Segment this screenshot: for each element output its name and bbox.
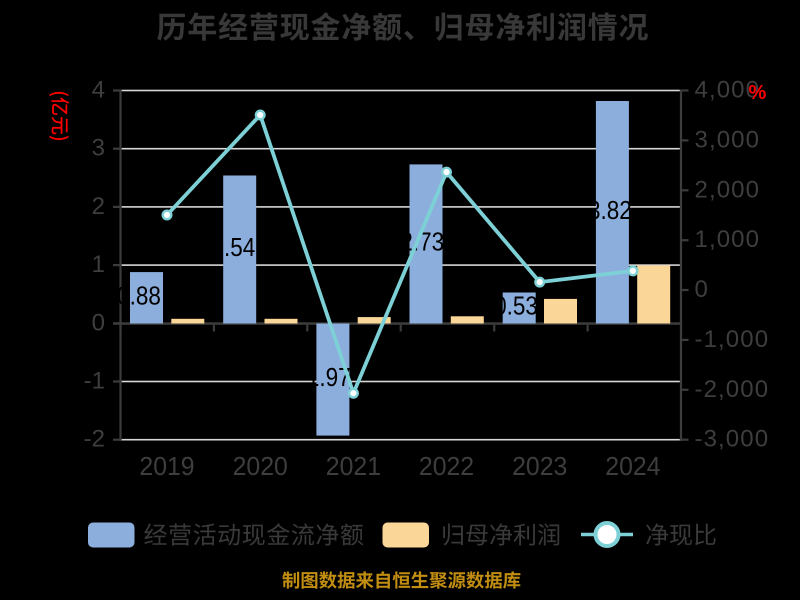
svg-text:0.53: 0.53 bbox=[494, 292, 538, 321]
svg-text:-1.97: -1.97 bbox=[299, 364, 350, 393]
svg-text:1: 1 bbox=[92, 251, 105, 278]
svg-text:-1: -1 bbox=[84, 368, 105, 395]
svg-text:2,000: 2,000 bbox=[695, 176, 761, 203]
svg-text:-3,000: -3,000 bbox=[695, 426, 770, 453]
svg-text:2024: 2024 bbox=[605, 452, 660, 481]
svg-text:-2,000: -2,000 bbox=[695, 376, 770, 403]
svg-text:2: 2 bbox=[92, 193, 105, 220]
svg-text:-2: -2 bbox=[84, 426, 105, 453]
svg-text:0: 0 bbox=[92, 309, 105, 336]
svg-text:2019: 2019 bbox=[139, 452, 194, 481]
svg-text:0.88: 0.88 bbox=[117, 282, 161, 311]
svg-text:4,000: 4,000 bbox=[695, 77, 761, 104]
svg-text:4: 4 bbox=[92, 77, 105, 104]
svg-text:2022: 2022 bbox=[419, 452, 474, 481]
svg-text:2023: 2023 bbox=[512, 452, 567, 481]
svg-text:2.54: 2.54 bbox=[212, 234, 256, 263]
svg-text:0: 0 bbox=[695, 276, 709, 303]
svg-text:3.82: 3.82 bbox=[588, 196, 632, 225]
svg-text:2021: 2021 bbox=[326, 452, 381, 481]
svg-text:%: % bbox=[749, 82, 767, 104]
svg-text:3: 3 bbox=[92, 135, 105, 162]
svg-text:-1,000: -1,000 bbox=[695, 326, 770, 353]
svg-text:1,000: 1,000 bbox=[695, 226, 761, 253]
svg-text:2020: 2020 bbox=[233, 452, 288, 481]
svg-text:3,000: 3,000 bbox=[695, 126, 761, 153]
